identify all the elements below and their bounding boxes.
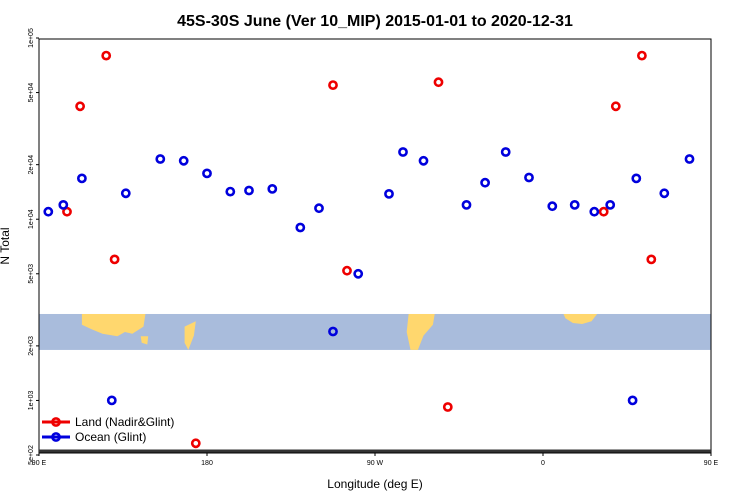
ocean-point (328, 326, 338, 337)
land-point (598, 206, 609, 217)
x-tick-label: 0 (541, 460, 545, 467)
land-point (190, 438, 201, 449)
y-tick-label: 2e+03 (28, 336, 35, 356)
y-tick-label: 1e+03 (28, 391, 35, 411)
legend-entry-ocean: Ocean (Glint) (42, 430, 146, 444)
land-point (109, 254, 120, 265)
land-point (442, 402, 453, 412)
ocean-point (627, 395, 638, 406)
ocean-point (605, 199, 616, 210)
legend-ocean-label: Ocean (Glint) (75, 430, 146, 444)
ocean-point (631, 173, 642, 184)
chart-title: 45S-30S June (Ver 10_MIP) 2015-01-01 to … (177, 13, 573, 30)
ocean-point (155, 154, 166, 164)
ocean-point (398, 147, 408, 157)
legend: Land (Nadir&Glint) Ocean (Glint) (42, 415, 174, 444)
y-axis-ticks: 5e+02 1e+03 2e+03 5e+03 1e+04 2e+04 5e+04 1e+05 (28, 28, 39, 465)
world-map-strip (39, 313, 711, 350)
land-point (328, 80, 338, 90)
ocean-point (500, 147, 511, 157)
land-point (342, 265, 352, 276)
land-point (637, 50, 647, 61)
ocean-background (39, 313, 711, 350)
ocean-point (314, 203, 324, 214)
ocean-point (589, 206, 600, 217)
legend-ocean-marker (51, 432, 61, 442)
ocean-point (178, 155, 189, 166)
y-tick-label: 5e+04 (28, 83, 35, 103)
new-zealand-shape (184, 321, 196, 350)
y-axis-label: N Total (0, 227, 12, 264)
ocean-point (267, 183, 278, 194)
ocean-point (659, 188, 670, 199)
legend-entry-land: Land (Nadir&Glint) (42, 415, 174, 429)
ocean-point (384, 188, 394, 199)
y-tick-label: 5e+02 (28, 445, 35, 465)
ocean-point (569, 199, 580, 210)
x-axis-label: Longitude (deg E) (327, 477, 422, 491)
ocean-point (547, 201, 558, 212)
x-tick-label: 90 E (704, 460, 719, 467)
y-tick-label: 1e+05 (28, 28, 35, 48)
ocean-point (295, 222, 306, 233)
australia-shape (81, 314, 146, 337)
land-point (646, 254, 657, 265)
ocean-point (106, 395, 117, 406)
x-tick-label: 90 E (32, 460, 47, 467)
y-tick-label: 1e+04 (28, 209, 35, 229)
ocean-point (461, 199, 472, 210)
y-tick-label: 2e+04 (28, 155, 35, 175)
tasmania-shape (140, 336, 149, 345)
ocean-point (202, 168, 212, 179)
ocean-point (244, 185, 254, 196)
ocean-point (225, 186, 236, 197)
south-africa-shape (563, 314, 598, 324)
legend-land-marker (51, 417, 61, 427)
x-tick-label: 180 (201, 460, 213, 467)
land-point (433, 77, 444, 88)
land-point (101, 50, 112, 61)
ocean-point (43, 206, 54, 217)
ocean-point (353, 268, 364, 279)
ocean-point (120, 188, 131, 199)
land-point (75, 101, 85, 112)
legend-land-label: Land (Nadir&Glint) (75, 415, 174, 429)
data-points (43, 50, 695, 449)
ocean-point (418, 155, 429, 166)
south-america-shape (406, 314, 435, 350)
y-tick-label: 5e+03 (28, 264, 35, 284)
x-axis-ticks: 90 E 180 90 W 0 90 E (32, 453, 719, 467)
ocean-point (77, 173, 87, 184)
x-tick-label: 90 W (367, 460, 384, 467)
ocean-point (524, 172, 534, 183)
land-point (610, 101, 621, 112)
ocean-point (684, 154, 695, 164)
ocean-point (480, 177, 490, 188)
ocean-point (58, 199, 69, 210)
plot-frame (38, 38, 712, 454)
